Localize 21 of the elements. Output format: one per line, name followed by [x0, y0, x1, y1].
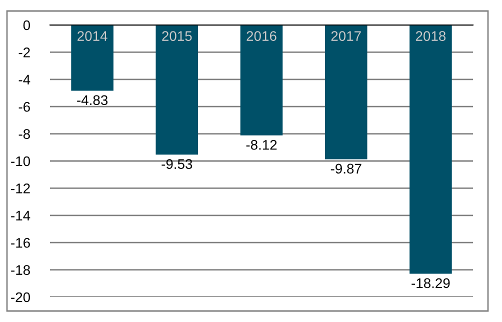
- x-tick-label: 2016: [246, 31, 276, 41]
- data-label: -18.29: [412, 278, 450, 288]
- data-label: -9.53: [162, 159, 192, 169]
- y-tick-label: -6: [18, 102, 30, 112]
- x-tick-label: 2014: [78, 31, 108, 41]
- y-tick-label: -14: [11, 210, 30, 220]
- data-label: -9.87: [330, 164, 362, 174]
- y-tick-label: 0: [23, 20, 30, 30]
- y-tick-label: -10: [11, 156, 30, 166]
- data-label: -8.12: [246, 140, 277, 150]
- y-tick-label: -18: [11, 265, 30, 275]
- x-tick-label: 2017: [331, 31, 361, 41]
- y-tick-label: -12: [11, 184, 30, 194]
- y-tick-label: -4: [18, 74, 30, 84]
- y-tick-label: -8: [18, 129, 30, 139]
- x-tick-label: 2015: [162, 31, 192, 41]
- data-label: -4.83: [77, 95, 108, 106]
- y-tick-label: -2: [18, 48, 30, 58]
- y-tick-label: -20: [11, 292, 30, 302]
- x-tick-label: 2018: [416, 31, 446, 41]
- y-tick-label: -16: [11, 238, 30, 248]
